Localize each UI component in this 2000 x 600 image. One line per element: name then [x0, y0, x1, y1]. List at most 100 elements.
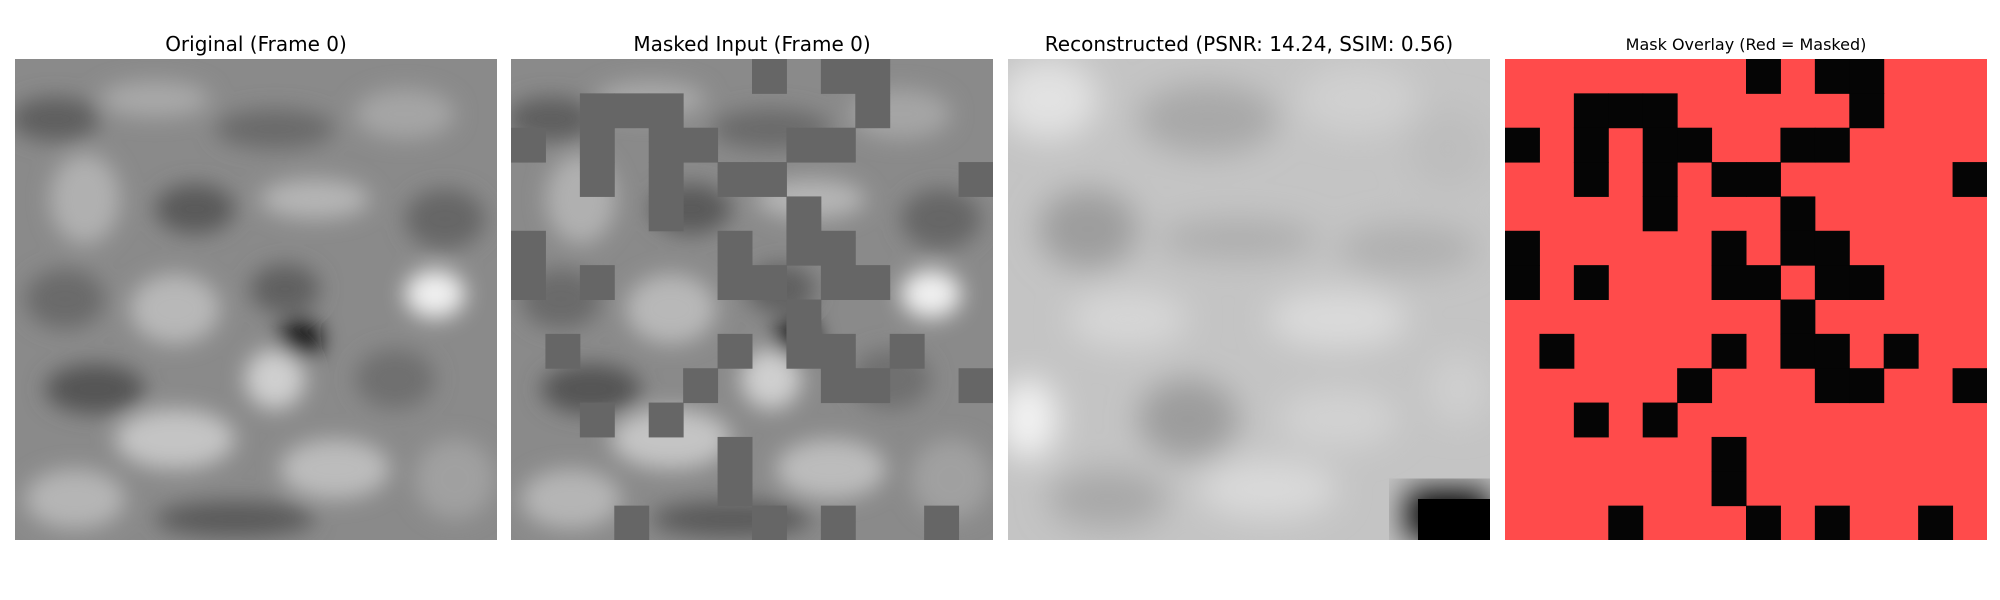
masked-block [614, 93, 650, 129]
masked-block [683, 368, 719, 404]
unmasked-cell [1814, 368, 1850, 404]
mask-overlay-image [1505, 59, 1987, 540]
masked-block [579, 162, 615, 197]
masked-block [717, 230, 753, 266]
masked-block [820, 127, 856, 163]
original-texture [15, 59, 497, 540]
masked-block [648, 127, 684, 163]
masked-block [855, 265, 891, 300]
masked-block [648, 162, 684, 197]
unmasked-cell [1814, 333, 1850, 369]
masked-block [648, 196, 684, 232]
masked-block [752, 265, 787, 300]
masked-block [786, 196, 822, 232]
masked-block [958, 162, 993, 197]
masked-block [579, 265, 615, 300]
masked-block [820, 230, 856, 266]
unmasked-cell [1573, 265, 1609, 300]
unmasked-cell [1539, 333, 1575, 369]
unmasked-cell [1746, 505, 1781, 540]
masked-block [786, 299, 822, 335]
unmasked-cell [1642, 196, 1678, 232]
masked-block [648, 402, 684, 438]
masked-block [511, 265, 546, 300]
masked-block [855, 368, 891, 404]
unmasked-cell [1642, 93, 1678, 129]
masked-block [717, 471, 753, 507]
unmasked-cell [1711, 333, 1747, 369]
masked-block [786, 127, 822, 163]
masked-block [579, 402, 615, 438]
reconstructed-image [1008, 59, 1490, 540]
unmasked-cell [1746, 59, 1781, 94]
masked-input-title: Masked Input (Frame 0) [633, 32, 871, 56]
masked-block [820, 368, 856, 404]
masked-block [855, 93, 891, 129]
masked-blocks [511, 59, 993, 540]
unmasked-cell [1711, 436, 1747, 472]
masked-block [648, 93, 684, 129]
masked-block [820, 265, 856, 300]
unmasked-cell [1711, 265, 1747, 300]
masked-block [786, 230, 822, 266]
masked-block [855, 59, 891, 94]
unmasked-cell [1608, 93, 1644, 129]
masked-block [752, 59, 787, 94]
unmasked-cell [1952, 368, 1987, 404]
masked-block [924, 505, 960, 540]
masked-block [579, 93, 615, 129]
masked-block [511, 230, 546, 266]
masked-block [579, 127, 615, 163]
masked-block [958, 368, 993, 404]
unmasked-cell [1642, 127, 1678, 163]
unmasked-cell [1677, 127, 1713, 163]
reconstructed-title: Reconstructed (PSNR: 14.24, SSIM: 0.56) [1044, 32, 1454, 56]
unmasked-cell [1849, 59, 1885, 94]
unmasked-cell [1814, 59, 1850, 94]
masked-block [752, 162, 787, 197]
unmasked-cell [1814, 265, 1850, 300]
unmasked-cell [1780, 333, 1816, 369]
unmasked-cell [1505, 127, 1540, 163]
unmasked-cell [1849, 368, 1885, 404]
unmasked-cell [1849, 93, 1885, 129]
unmasked-cell [1780, 196, 1816, 232]
unmasked-cell [1642, 402, 1678, 438]
masked-block [889, 333, 925, 369]
masked-block [717, 333, 753, 369]
masked-block [717, 162, 753, 197]
masked-block [614, 505, 650, 540]
unmasked-cell [1573, 93, 1609, 129]
mask-overlay-title: Mask Overlay (Red = Masked) [1625, 35, 1867, 54]
unmasked-cell [1711, 471, 1747, 507]
unmasked-cell [1814, 230, 1850, 266]
unmasked-cell [1918, 505, 1954, 540]
reconstructed-texture [1008, 59, 1490, 540]
unmasked-cell [1505, 265, 1540, 300]
masked-block [820, 505, 856, 540]
unmasked-cell [1505, 230, 1540, 266]
original-frame-image [15, 59, 497, 540]
unmasked-cell [1746, 162, 1781, 197]
unmasked-cell [1780, 127, 1816, 163]
masked-block [545, 333, 581, 369]
original-frame-title: Original (Frame 0) [165, 32, 347, 56]
masked-block [717, 265, 753, 300]
unmasked-cell [1883, 333, 1919, 369]
unmasked-cell [1711, 162, 1747, 197]
mask-overlay-grid [1505, 59, 1987, 540]
masked-block [511, 127, 546, 163]
masked-block [820, 333, 856, 369]
masked-input-image [511, 59, 993, 540]
masked-texture [511, 59, 993, 540]
unmasked-cell [1677, 368, 1713, 404]
unmasked-cell [1849, 265, 1885, 300]
unmasked-cell [1814, 505, 1850, 540]
unmasked-cell [1746, 265, 1781, 300]
masked-block [786, 333, 822, 369]
unmasked-cell [1608, 505, 1644, 540]
masked-block [820, 59, 856, 94]
unmasked-cell [1642, 162, 1678, 197]
unmasked-cell [1780, 299, 1816, 335]
unmasked-cell [1814, 127, 1850, 163]
